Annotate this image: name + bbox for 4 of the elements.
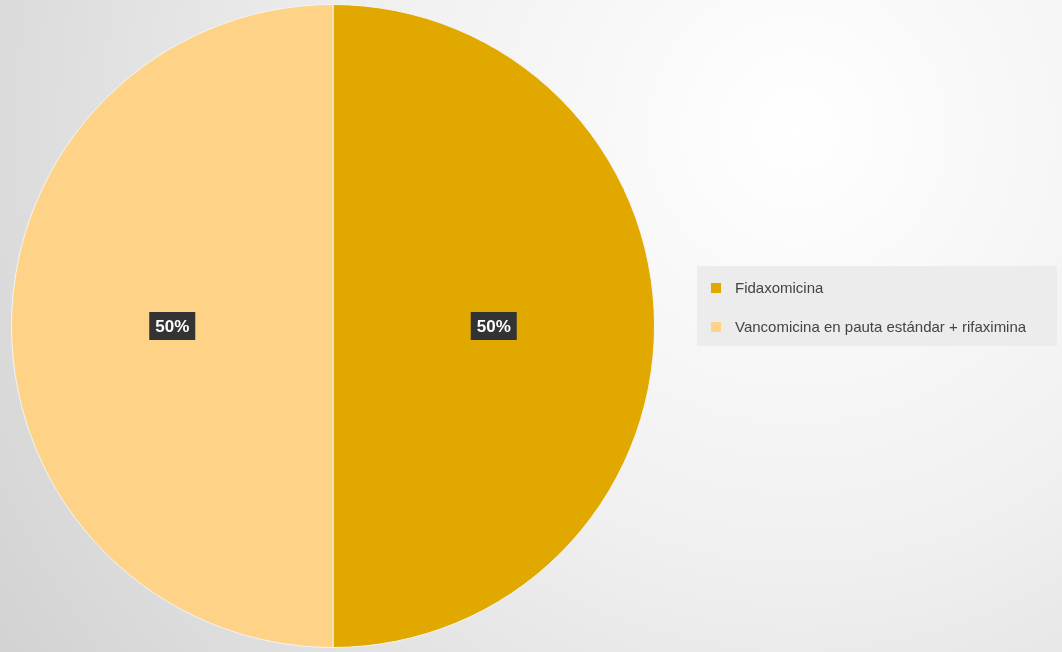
data-label: 50% [155,316,190,336]
slice-label: Fidaxomicina [735,279,824,296]
legend-label: Vancomicina en pauta estándar + rifaximina [735,318,1027,335]
data-label: 50% [476,316,511,336]
